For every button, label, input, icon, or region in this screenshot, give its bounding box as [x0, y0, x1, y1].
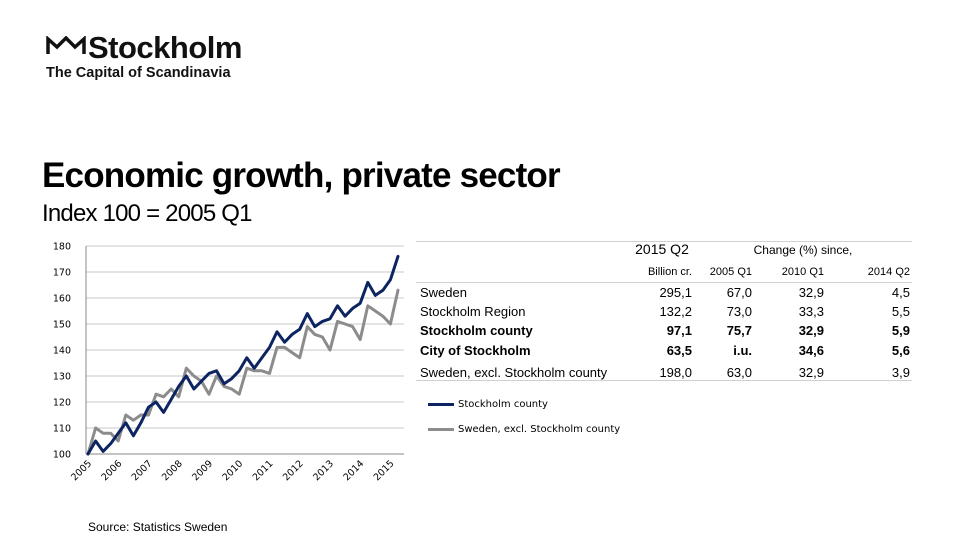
- y-tick-label: 120: [53, 398, 71, 409]
- x-tick-label: 2011: [251, 458, 276, 483]
- x-tick-label: 2008: [160, 458, 185, 483]
- y-tick-label: 160: [53, 294, 71, 305]
- legend-item-stockholm-county: Stockholm county: [428, 392, 620, 417]
- header-col1: 2005 Q1: [709, 266, 752, 278]
- table-cell-c3: 5,6: [891, 343, 910, 358]
- header-change: Change (%) since,: [753, 243, 853, 257]
- table-cell-c3: 3,9: [891, 365, 910, 380]
- y-tick-label: 100: [53, 450, 71, 461]
- table-cell-c1: i.u.: [733, 343, 752, 358]
- y-tick-label: 180: [53, 242, 71, 253]
- legend-label-stockholm-county: Stockholm county: [458, 399, 548, 410]
- table-cell-c2: 32,9: [798, 323, 824, 338]
- y-tick-label: 140: [53, 346, 71, 357]
- table-cell-label: Stockholm county: [420, 323, 533, 338]
- logo-tagline: The Capital of Scandinavia: [46, 65, 231, 81]
- x-tick-label: 2012: [281, 458, 306, 483]
- page-title: Economic growth, private sector: [42, 156, 561, 195]
- table-cell-c3: 5,9: [891, 323, 910, 338]
- table-cell-c2: 34,6: [798, 343, 824, 358]
- table-cell-label: Sweden: [420, 285, 467, 300]
- table-cell-value: 198,0: [659, 365, 692, 380]
- header-col2: 2010 Q1: [781, 266, 824, 278]
- table-cell-c1: 63,0: [726, 365, 752, 380]
- table-cell-c3: 4,5: [891, 285, 910, 300]
- series-line-sweden-excl: [86, 288, 400, 456]
- source-note: Source: Statistics Sweden: [88, 520, 228, 534]
- table-cell-c2: 32,9: [798, 285, 824, 300]
- legend-label-sweden-excl: Sweden, excl. Stockholm county: [458, 424, 621, 435]
- x-tick-label: 2006: [99, 458, 124, 483]
- table-cell-value: 63,5: [666, 343, 692, 358]
- y-tick-label: 150: [53, 320, 71, 331]
- legend-item-sweden-excl: Sweden, excl. Stockholm county: [428, 417, 620, 442]
- table-cell-c2: 32,9: [798, 365, 824, 380]
- chart-legend: Stockholm county Sweden, excl. Stockholm…: [428, 392, 620, 442]
- table-cell-label: Stockholm Region: [420, 304, 526, 319]
- legend-swatch-sweden-excl: [428, 428, 454, 431]
- header-period: 2015 Q2: [635, 241, 689, 257]
- x-tick-label: 2015: [372, 458, 397, 483]
- series-line-stockholm-county: [86, 254, 400, 456]
- table-rule-header: [416, 282, 912, 283]
- x-tick-label: 2014: [341, 458, 366, 483]
- table-cell-c1: 67,0: [726, 285, 752, 300]
- table-cell-value: 97,1: [666, 323, 692, 338]
- table-cell-c1: 75,7: [726, 323, 752, 338]
- x-tick-label: 2009: [190, 458, 215, 483]
- page-subtitle: Index 100 = 2005 Q1: [42, 200, 252, 227]
- x-tick-label: 2005: [69, 458, 94, 483]
- table-cell-c2: 33,3: [798, 304, 824, 319]
- table-cell-value: 132,2: [659, 304, 692, 319]
- table-cell-label: Sweden, excl. Stockholm county: [420, 365, 608, 380]
- y-tick-label: 110: [53, 424, 71, 435]
- table-cell-c3: 5,5: [891, 304, 910, 319]
- table-cell-label: City of Stockholm: [420, 343, 531, 358]
- table-rule-top: [416, 241, 912, 242]
- x-tick-label: 2007: [130, 458, 155, 483]
- header-unit: Billion cr.: [647, 266, 692, 278]
- y-tick-label: 170: [53, 268, 71, 279]
- crown-icon: [46, 36, 86, 54]
- logo-name: Stockholm: [88, 30, 242, 65]
- header-col3: 2014 Q2: [867, 266, 910, 278]
- table-rule-bottom: [416, 380, 912, 381]
- y-tick-label: 130: [53, 372, 71, 383]
- x-tick-label: 2013: [311, 458, 336, 483]
- table-cell-c1: 73,0: [726, 304, 752, 319]
- legend-swatch-stockholm-county: [428, 403, 454, 406]
- x-tick-label: 2010: [220, 458, 245, 483]
- table-cell-value: 295,1: [659, 285, 692, 300]
